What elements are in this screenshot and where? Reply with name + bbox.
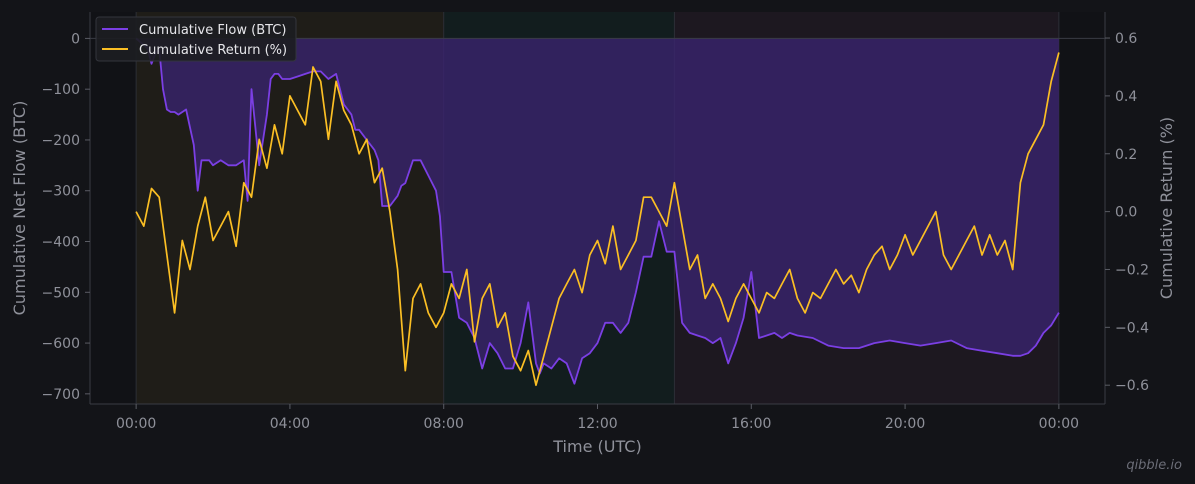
legend-label: Cumulative Flow (BTC): [139, 23, 286, 38]
left-y-tick-label: −500: [42, 285, 80, 301]
watermark: qibble.io: [1126, 458, 1182, 473]
legend: Cumulative Flow (BTC) Cumulative Return (…: [95, 16, 297, 62]
flow-area-fill: [136, 38, 1059, 384]
axes: 00:00 04:00 08:00 12:00 16:00 20:00 00:00 0 −100…: [42, 12, 1149, 432]
legend-label: Cumulative Return (%): [139, 43, 287, 58]
left-y-tick-label: −400: [42, 235, 80, 251]
right-y-tick-label: −0.6: [1115, 378, 1149, 394]
x-tick-label: 08:00: [424, 416, 464, 432]
legend-box: [95, 16, 297, 62]
right-y-tick-label: −0.4: [1115, 320, 1149, 336]
right-y-tick-label: 0.0: [1115, 205, 1137, 221]
x-tick-label: 12:00: [577, 416, 617, 432]
series-line-cumulative-return: [135, 52, 1060, 387]
left-y-tick-label: −600: [42, 336, 80, 352]
x-tick-label: 04:00: [270, 416, 310, 432]
left-y-tick-label: −100: [42, 82, 80, 98]
left-y-tick-label: 0: [71, 31, 80, 47]
right-y-tick-label: 0.4: [1115, 89, 1137, 105]
right-y-tick-label: 0.2: [1115, 147, 1137, 163]
left-y-axis-title: Cumulative Net Flow (BTC): [10, 101, 29, 316]
left-y-tick-label: −200: [42, 133, 80, 149]
series-lines: [135, 37, 1060, 387]
left-y-tick-label: −300: [42, 184, 80, 200]
x-tick-label: 16:00: [731, 416, 771, 432]
x-axis-title: Time (UTC): [552, 437, 641, 456]
left-y-tick-label: −700: [42, 387, 80, 403]
x-tick-label: 00:00: [116, 416, 156, 432]
right-y-axis-title: Cumulative Return (%): [1157, 117, 1176, 299]
series-line-cumulative-flow: [135, 37, 1060, 385]
x-tick-label: 20:00: [885, 416, 925, 432]
right-y-tick-label: −0.2: [1115, 262, 1149, 278]
x-tick-label: 00:00: [1039, 416, 1079, 432]
flow-area: [136, 38, 1059, 384]
right-y-tick-label: 0.6: [1115, 31, 1137, 47]
